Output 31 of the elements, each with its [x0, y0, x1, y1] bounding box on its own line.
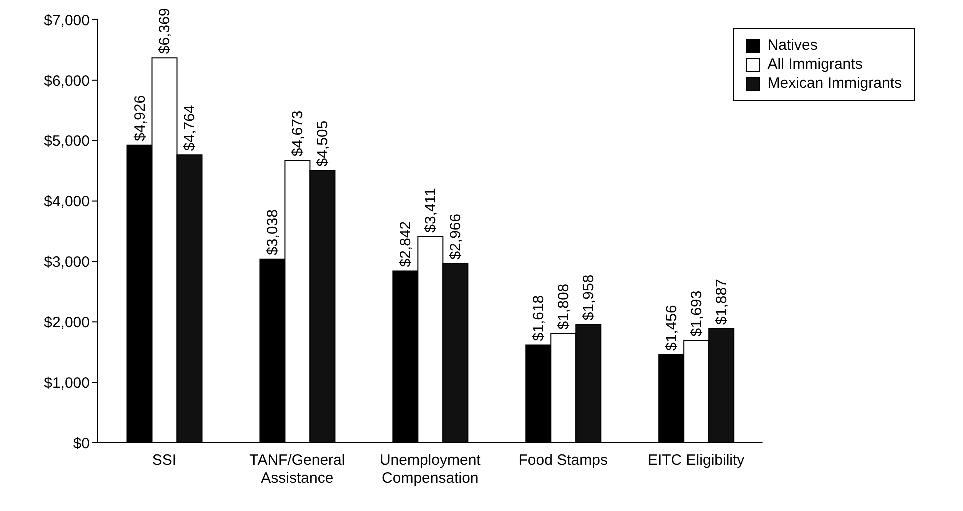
data-label: $4,764 [182, 105, 199, 152]
data-label: $3,411 [422, 188, 440, 233]
y-tick-label: $7,000 [44, 12, 90, 30]
data-label: $4,505 [314, 120, 332, 167]
data-label: $3,038 [264, 210, 282, 256]
y-tick-label: $4,000 [44, 194, 90, 211]
data-label: $1,887 [714, 279, 731, 325]
data-label: $4,673 [290, 110, 307, 157]
legend-label: Natives [768, 37, 818, 54]
y-tick-label: $1,000 [44, 374, 90, 392]
y-tick-label: $0 [73, 435, 90, 452]
data-label: $1,618 [530, 295, 548, 342]
data-label: $4,926 [132, 95, 149, 142]
legend-label: Mexican Immigrants [768, 75, 902, 92]
legend-label: All Immigrants [768, 56, 863, 73]
data-label: $1,456 [664, 305, 681, 352]
data-label: $2,966 [448, 214, 465, 260]
data-label: $2,842 [398, 221, 415, 268]
y-tick-label: $2,000 [44, 314, 90, 332]
x-tick-label: Food Stamps [518, 452, 608, 469]
x-tick-label: EITC Eligibility [648, 452, 746, 469]
x-tick-label: TANF/General Assistance [250, 452, 346, 487]
x-tick-label: SSI [152, 452, 177, 469]
data-label: $1,958 [580, 274, 598, 321]
x-tick-label: Unemployment Compensation [380, 452, 482, 487]
y-tick-label: $5,000 [44, 133, 90, 150]
data-label: $1,693 [688, 290, 706, 337]
y-tick-label: $6,000 [44, 72, 90, 90]
data-label: $1,808 [556, 284, 573, 330]
y-tick-label: $3,000 [44, 254, 90, 272]
data-label: $6,369 [156, 8, 174, 54]
